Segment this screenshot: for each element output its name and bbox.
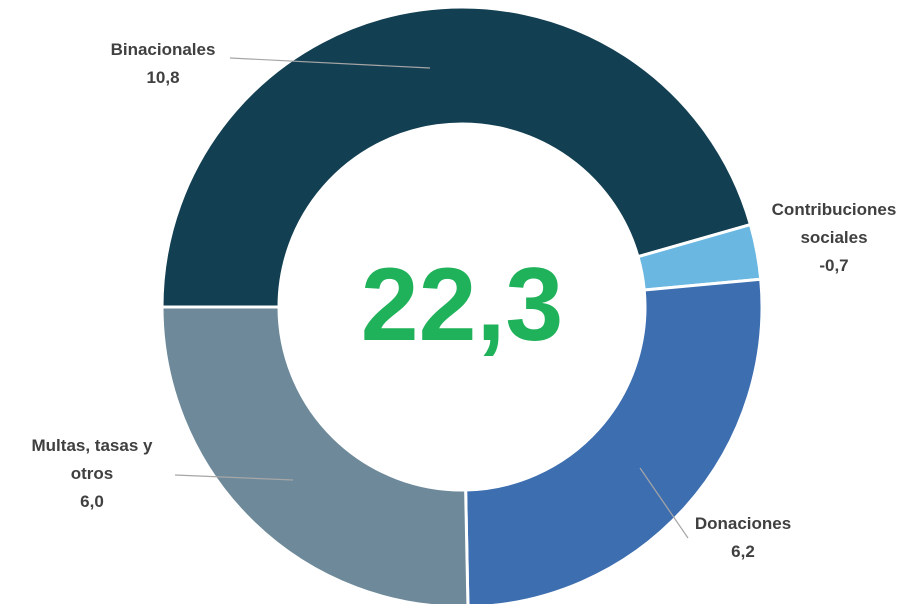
leader-line <box>639 467 689 539</box>
donut-slice <box>160 305 470 604</box>
label-value: -0,7 <box>819 256 849 275</box>
data-label: Donaciones 6,2 <box>663 510 823 566</box>
label-value: 6,2 <box>731 542 755 561</box>
center-label: 22,3 <box>360 247 564 363</box>
data-label: Multas, tasas y otros 6,0 <box>10 432 174 516</box>
donut-slice <box>160 5 753 309</box>
label-value: 10,8 <box>146 68 180 87</box>
slices <box>160 5 764 604</box>
data-label: Contribuciones sociales -0,7 <box>748 196 913 280</box>
label-name: Binacionales <box>110 40 216 59</box>
leader-line <box>229 57 431 69</box>
data-label: Binacionales 10,8 <box>63 36 263 92</box>
label-value: 6,0 <box>80 492 104 511</box>
label-name: Donaciones <box>694 514 792 533</box>
label-name: Multas, tasas y otros <box>31 436 153 483</box>
leader-line <box>174 474 294 481</box>
donut-slice <box>464 277 764 604</box>
label-name: Contribuciones sociales <box>771 200 897 247</box>
